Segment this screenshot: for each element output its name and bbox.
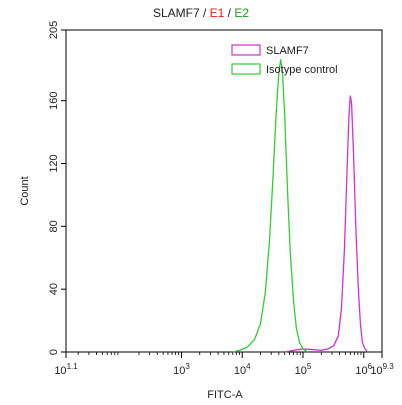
title-main: SLAMF7 xyxy=(152,6,200,20)
chart-title: SLAMF7 / E1 / E2 xyxy=(0,6,402,20)
x-axis: 101.1103104105106107108109.3 xyxy=(54,352,394,377)
y-tick-label: 80 xyxy=(48,220,60,232)
series-line-slamf7 xyxy=(284,95,369,353)
x-tick-label: 105 xyxy=(295,362,312,377)
y-axis: 0 40 80 120 160 205 xyxy=(48,21,66,355)
x-tick-label: 104 xyxy=(234,362,251,377)
plot-frame xyxy=(65,29,383,353)
x-tick-label: 101.1 xyxy=(54,362,78,377)
y-tick-label: 40 xyxy=(48,283,60,295)
series-layer xyxy=(232,59,369,353)
x-tick-label: 106 xyxy=(355,362,372,377)
title-e1: E1 xyxy=(209,6,225,20)
title-sep-2: / xyxy=(224,6,235,20)
y-tick-label: 0 xyxy=(48,349,60,355)
x-axis-label: FITC-A xyxy=(207,389,243,401)
series-line-isotype xyxy=(232,59,309,353)
title-e2: E2 xyxy=(234,6,250,20)
title-sep-1: / xyxy=(199,6,210,20)
legend-swatch-isotype xyxy=(231,63,261,75)
y-tick-label: 120 xyxy=(48,154,60,172)
legend-label-isotype: Isotype control xyxy=(266,64,338,76)
y-tick-label: 160 xyxy=(48,92,60,110)
x-tick-label: 109.3 xyxy=(370,362,394,377)
x-tick-label: 103 xyxy=(173,362,190,377)
legend: SLAMF7 Isotype control xyxy=(231,44,338,76)
legend-swatch-slamf7 xyxy=(231,44,261,56)
y-tick-label: 205 xyxy=(48,21,60,39)
legend-label-slamf7: SLAMF7 xyxy=(266,45,309,57)
y-axis-label: Count xyxy=(19,176,31,205)
